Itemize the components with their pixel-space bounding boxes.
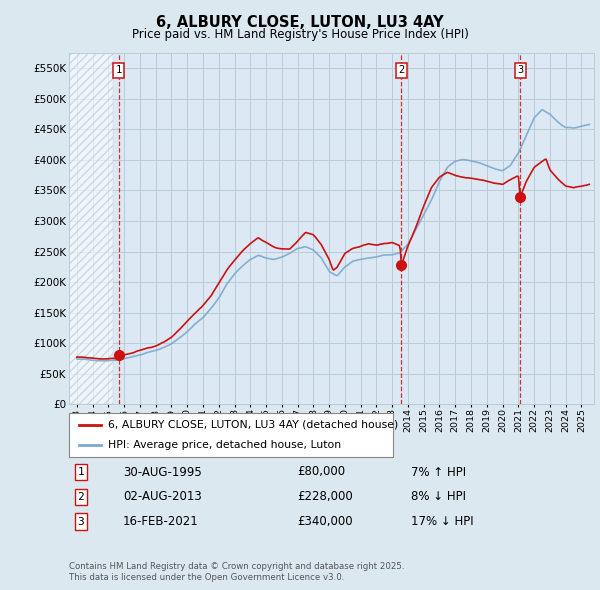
Text: HPI: Average price, detached house, Luton: HPI: Average price, detached house, Luto… [108, 440, 341, 450]
Text: 7% ↑ HPI: 7% ↑ HPI [411, 466, 466, 478]
Text: Price paid vs. HM Land Registry's House Price Index (HPI): Price paid vs. HM Land Registry's House … [131, 28, 469, 41]
Text: 2: 2 [398, 65, 404, 76]
Text: This data is licensed under the Open Government Licence v3.0.: This data is licensed under the Open Gov… [69, 572, 344, 582]
Bar [69, 53, 113, 404]
Text: 6, ALBURY CLOSE, LUTON, LU3 4AY: 6, ALBURY CLOSE, LUTON, LU3 4AY [156, 15, 444, 30]
Text: £80,000: £80,000 [297, 466, 345, 478]
Text: 17% ↓ HPI: 17% ↓ HPI [411, 515, 473, 528]
Text: 02-AUG-2013: 02-AUG-2013 [123, 490, 202, 503]
Text: £340,000: £340,000 [297, 515, 353, 528]
Text: 3: 3 [517, 65, 523, 76]
Text: 1: 1 [77, 467, 85, 477]
Text: 2: 2 [77, 492, 85, 502]
Text: Contains HM Land Registry data © Crown copyright and database right 2025.: Contains HM Land Registry data © Crown c… [69, 562, 404, 571]
Text: 3: 3 [77, 517, 85, 526]
Text: 8% ↓ HPI: 8% ↓ HPI [411, 490, 466, 503]
Bar [113, 53, 594, 404]
Text: 1: 1 [116, 65, 122, 76]
Text: 6, ALBURY CLOSE, LUTON, LU3 4AY (detached house): 6, ALBURY CLOSE, LUTON, LU3 4AY (detache… [108, 420, 398, 430]
Text: 30-AUG-1995: 30-AUG-1995 [123, 466, 202, 478]
Text: 16-FEB-2021: 16-FEB-2021 [123, 515, 199, 528]
Text: £228,000: £228,000 [297, 490, 353, 503]
